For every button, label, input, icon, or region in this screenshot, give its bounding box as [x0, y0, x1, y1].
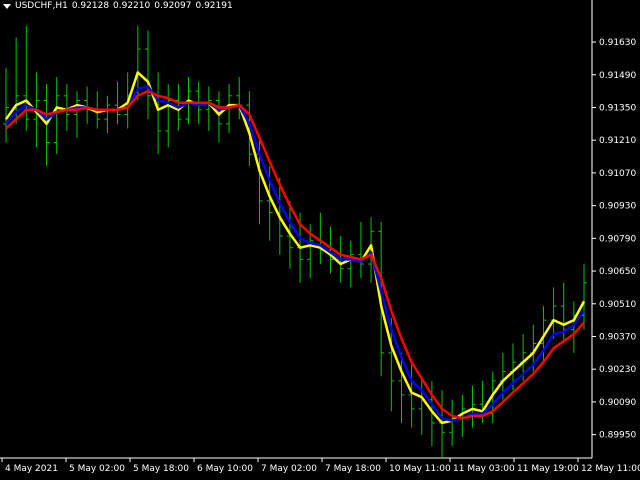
- price-tick-label: 0.90090: [599, 398, 636, 408]
- time-tick-label: 4 May 2021: [5, 464, 58, 474]
- price-tick-label: 0.90370: [599, 332, 636, 342]
- price-tick-label: 0.90230: [599, 365, 636, 375]
- low-price: 0.92097: [154, 1, 192, 11]
- close-price: 0.92191: [195, 1, 233, 11]
- price-tick-label: 0.91630: [599, 38, 636, 48]
- price-tick-label: 0.90650: [599, 267, 636, 277]
- ma-mid-line: [5, 85, 586, 422]
- price-tick-label: 0.91210: [599, 136, 636, 146]
- time-tick-label: 6 May 10:00: [197, 464, 253, 474]
- ma-fast-line: [4, 71, 586, 425]
- time-tick-label: 7 May 18:00: [325, 464, 381, 474]
- time-tick-label: 5 May 18:00: [133, 464, 189, 474]
- symbol-timeframe: USDCHF,H1: [15, 1, 68, 11]
- time-tick-label: 10 May 11:00: [389, 464, 451, 474]
- price-tick-label: 0.90930: [599, 202, 636, 212]
- time-tick-label: 7 May 02:00: [261, 464, 317, 474]
- dropdown-triangle-icon[interactable]: [3, 3, 11, 9]
- open-price: 0.92128: [71, 1, 110, 11]
- price-tick-label: 0.89950: [599, 431, 636, 441]
- price-tick-label: 0.91350: [599, 103, 636, 113]
- price-tick-label: 0.90790: [599, 234, 636, 244]
- time-tick-label: 5 May 02:00: [69, 464, 125, 474]
- chart-header: USDCHF,H1 0.92128 0.92210 0.92097 0.9219…: [3, 0, 237, 12]
- price-tick-label: 0.91490: [599, 71, 636, 81]
- price-tick-label: 0.91070: [599, 169, 636, 179]
- time-tick-label: 11 May 03:00: [453, 464, 515, 474]
- high-price: 0.92210: [113, 1, 151, 11]
- ma-slow-line: [5, 89, 585, 420]
- time-tick-label: 11 May 19:00: [517, 464, 579, 474]
- price-tick-label: 0.90510: [599, 300, 636, 310]
- time-tick-label: 12 May 11:00: [581, 464, 640, 474]
